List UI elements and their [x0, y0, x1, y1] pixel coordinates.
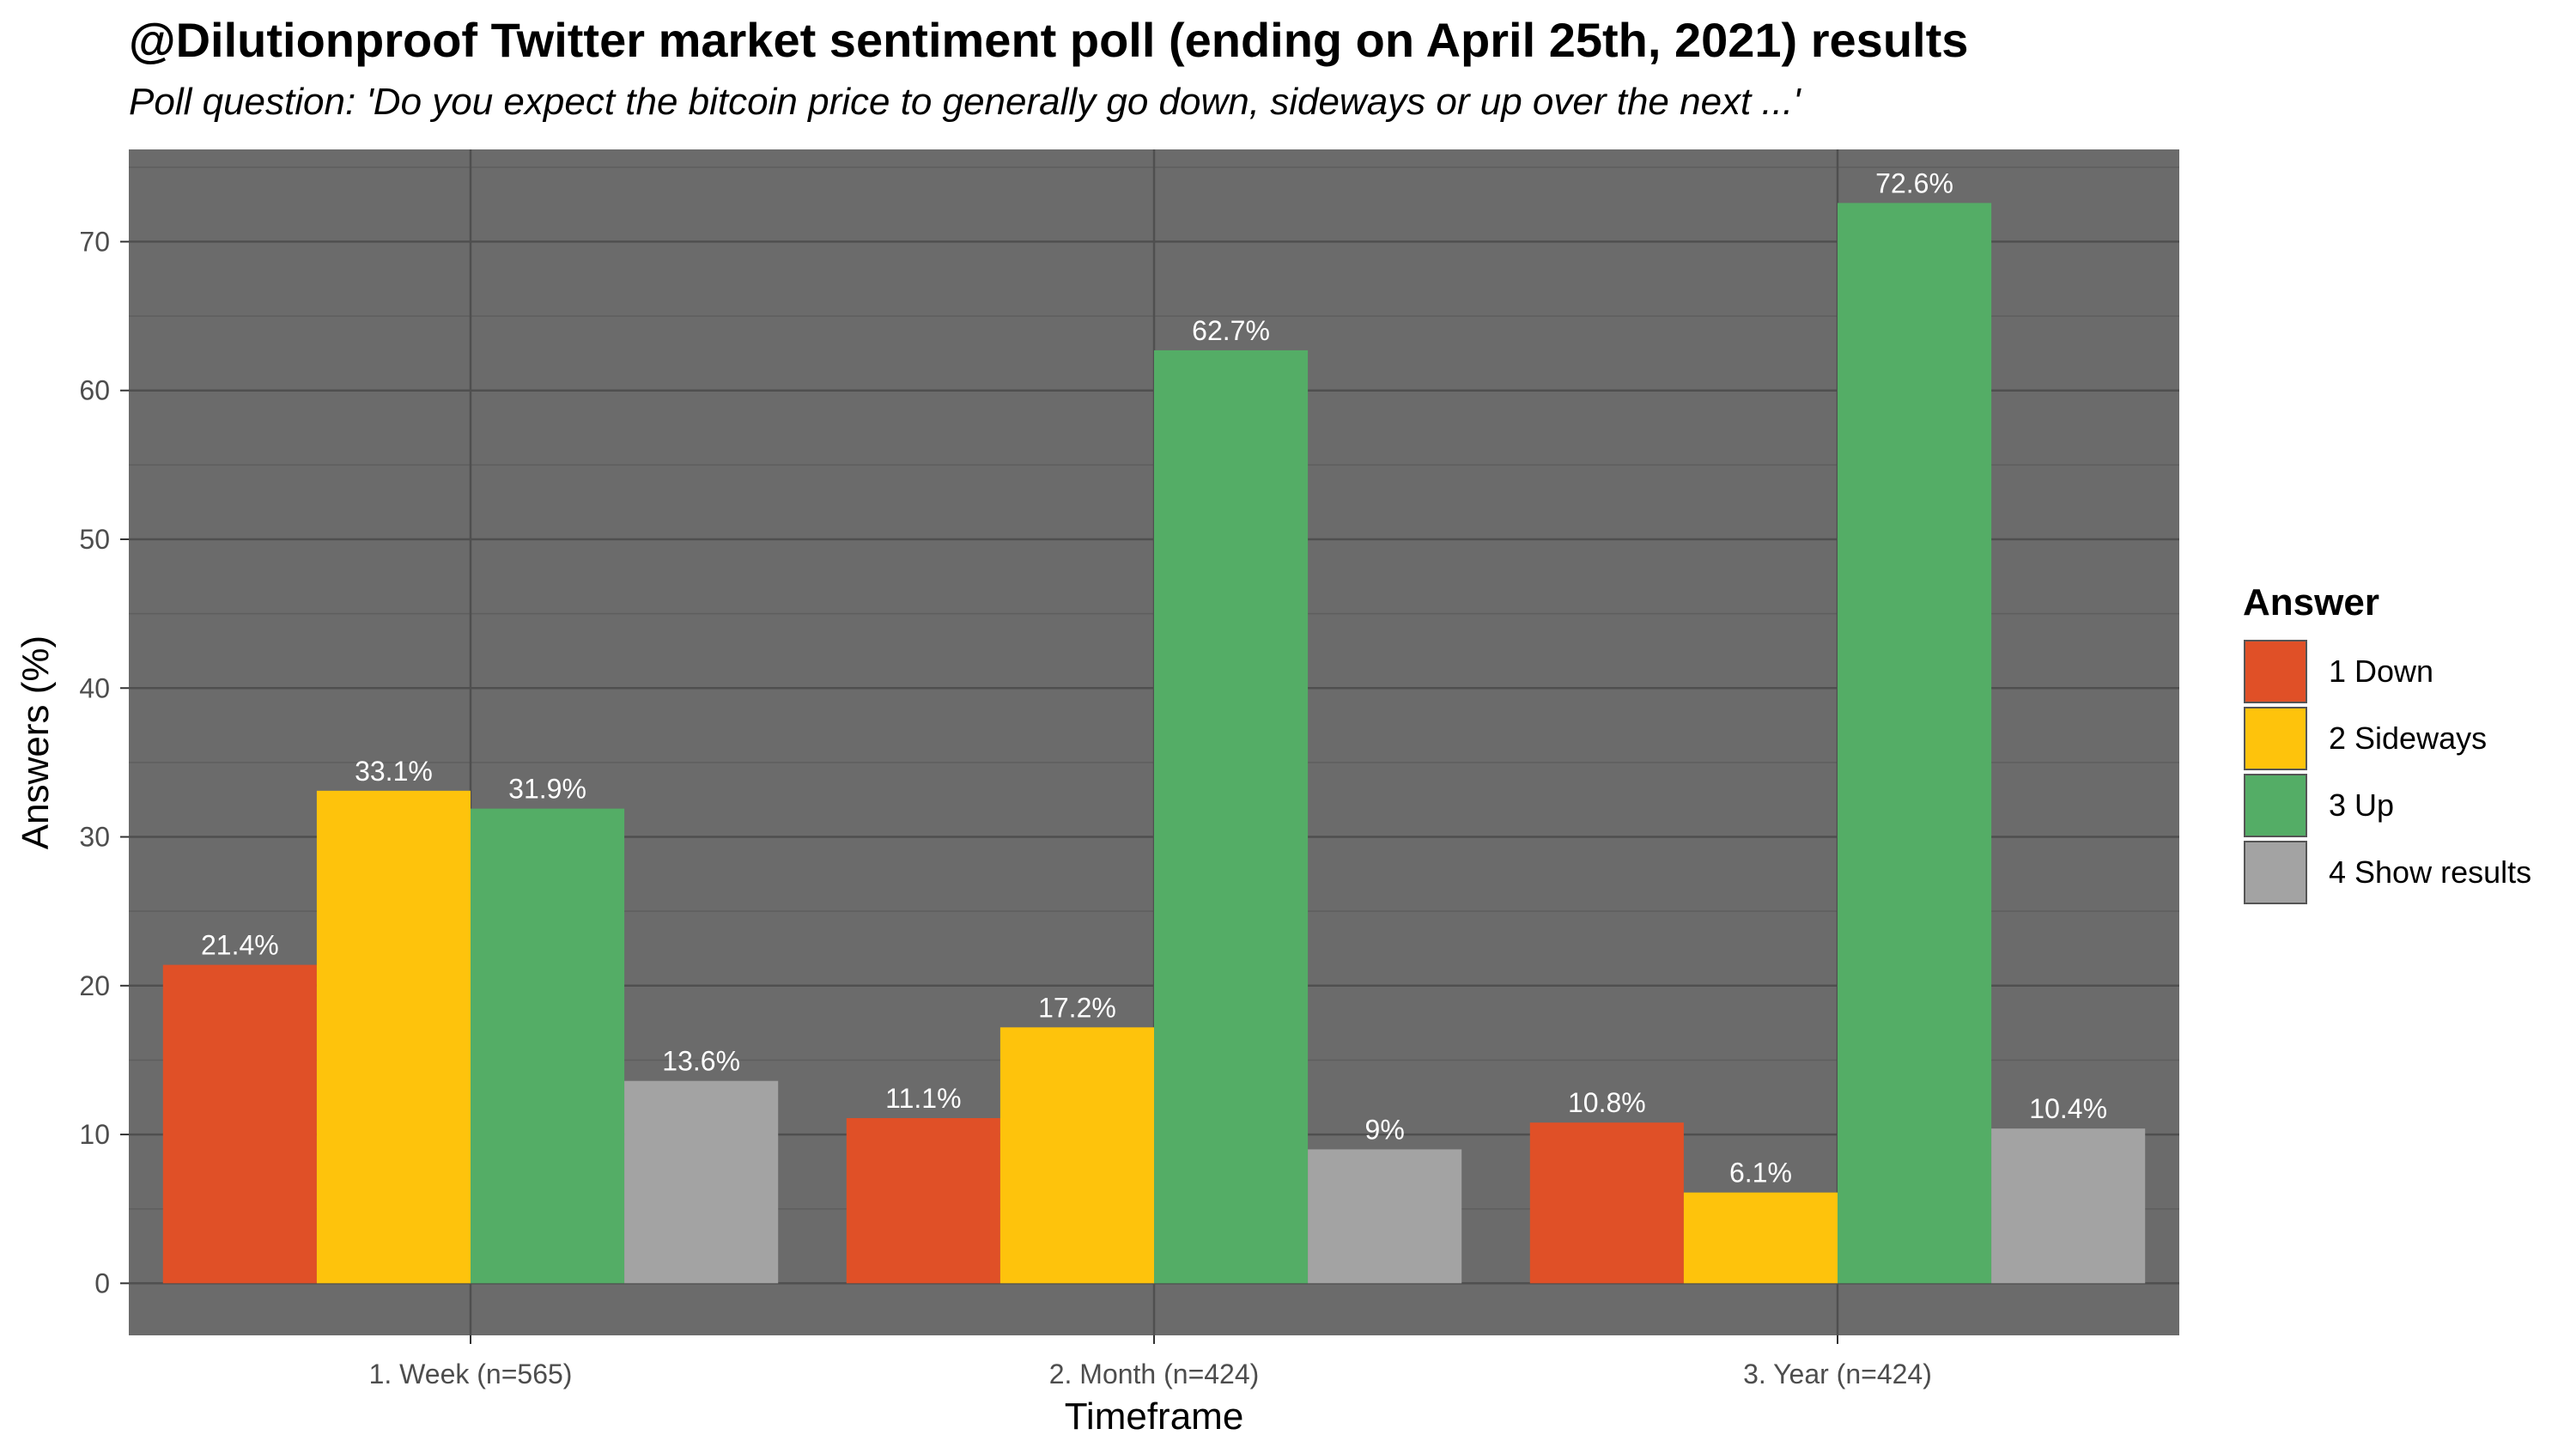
bar [999, 1027, 1154, 1284]
bar [316, 790, 471, 1284]
bar-value-label: 33.1% [355, 756, 433, 787]
bar-value-label: 31.9% [508, 774, 586, 805]
legend-key [2244, 841, 2307, 904]
bar-value-label: 9% [1365, 1114, 1405, 1145]
y-tick-label: 40 [79, 672, 110, 703]
y-tick-label: 70 [79, 226, 110, 257]
x-axis-title: Timeframe [1065, 1395, 1244, 1438]
y-axis-title: Answers (%) [15, 635, 57, 849]
chart-title: @Dilutionproof Twitter market sentiment … [129, 13, 1969, 67]
bar [471, 808, 625, 1284]
legend-key [2244, 640, 2307, 703]
bar [1838, 203, 1992, 1284]
bar-value-label: 10.4% [2029, 1093, 2107, 1124]
chart-subtitle: Poll question: 'Do you expect the bitcoi… [129, 81, 1801, 123]
y-tick-label: 30 [79, 822, 110, 853]
bar [1991, 1128, 2146, 1284]
legend: Answer 1 Down 2 Sideways 3 Up 4 Show result… [2243, 581, 2531, 904]
legend-key [2244, 707, 2307, 770]
bar [1683, 1192, 1838, 1284]
y-tick-label: 60 [79, 375, 110, 406]
bar-value-label: 13.6% [662, 1046, 740, 1077]
legend-item-label: 3 Up [2329, 787, 2394, 823]
bar [846, 1118, 1000, 1284]
y-tick-label: 20 [79, 970, 110, 1001]
x-axis: 1. Week (n=565) 2. Month (n=424) 3. Year (… [369, 1335, 1932, 1389]
y-tick-label: 10 [79, 1119, 110, 1150]
bar-value-label: 62.7% [1192, 315, 1270, 346]
bar [162, 964, 317, 1284]
legend-key [2244, 774, 2307, 837]
bar [624, 1080, 779, 1284]
legend-item-label: 4 Show results [2329, 854, 2531, 890]
y-tick-label: 0 [94, 1268, 110, 1298]
bar-labels: 21.4% 11.1% 10.8% 33.1% 17.2% 6.1% 31.9% 62.7% 7… [201, 167, 2107, 1188]
bar-value-label: 6.1% [1729, 1158, 1792, 1189]
y-tick-label: 50 [79, 524, 110, 555]
bar-value-label: 17.2% [1038, 992, 1116, 1023]
bar [1154, 350, 1309, 1284]
x-tick-label: 1. Week (n=565) [369, 1359, 573, 1389]
bar [1308, 1149, 1462, 1284]
bar [1529, 1122, 1684, 1284]
bar-value-label: 72.6% [1875, 167, 1953, 198]
bar-value-label: 11.1% [885, 1083, 961, 1114]
bars [162, 203, 2146, 1284]
legend-item-label: 2 Sideways [2329, 720, 2487, 756]
bar-value-label: 21.4% [201, 930, 279, 961]
x-tick-label: 3. Year (n=424) [1743, 1359, 1932, 1389]
legend-item-label: 1 Down [2329, 654, 2433, 689]
bar-value-label: 10.8% [1568, 1087, 1646, 1118]
legend-title: Answer [2243, 581, 2379, 623]
x-tick-label: 2. Month (n=424) [1049, 1359, 1260, 1389]
y-axis: 0 10 20 30 40 50 60 70 [79, 226, 129, 1298]
